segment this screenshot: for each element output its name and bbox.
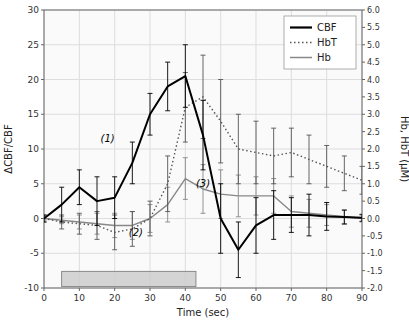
- y2-tick-label: 1.0: [367, 180, 380, 189]
- x-tick-label: 40: [180, 293, 192, 303]
- plot-frame: [44, 10, 362, 288]
- y2-tick-label: 3.5: [367, 93, 380, 102]
- y-tick-label: 10: [28, 144, 40, 154]
- x-tick-label: 20: [109, 293, 121, 303]
- data-area: [44, 45, 362, 287]
- x-tick-label: 10: [74, 293, 86, 303]
- y2-tick-label: 5.5: [367, 23, 380, 32]
- y2-tick-label: 2.5: [367, 128, 380, 137]
- y2-axis-label: Hb, HbT (μM): [399, 116, 409, 182]
- error-bar: [236, 114, 241, 184]
- series-line: [44, 179, 362, 226]
- y2-tick-label: 0.5: [367, 197, 380, 206]
- y-tick-label: -5: [30, 248, 39, 258]
- y2-tick-label: -2.0: [367, 284, 383, 293]
- legend-frame: [284, 16, 356, 69]
- grid-line-y: [44, 253, 362, 254]
- legend-swatch: [290, 26, 312, 28]
- plot-background: [44, 10, 362, 288]
- y2-tick-label: 4.5: [367, 58, 380, 67]
- x-axis-label: Time (sec): [176, 307, 229, 318]
- y2-tick-label: 5.0: [367, 41, 380, 50]
- y-tick-label: 5: [33, 179, 39, 189]
- y2-tick-label: 3.0: [367, 110, 380, 119]
- y2-tick-label: -0.5: [367, 232, 383, 241]
- chart-svg: 0 10 20 30 40 50 60 70 80 90 -10 -5 0 5 10 15 20 25 30 -2.0…: [0, 0, 409, 322]
- x-tick-label: 70: [286, 293, 298, 303]
- x-tick-label: 80: [321, 293, 333, 303]
- error-bar: [218, 80, 223, 163]
- y2-tick-label: 0.0: [367, 215, 380, 224]
- y2-tick-label: -1.5: [367, 267, 383, 276]
- y-tick-label: -10: [24, 283, 39, 293]
- x-tick-label: 0: [41, 293, 47, 303]
- error-bar: [271, 128, 276, 184]
- series-hbt: [44, 55, 362, 250]
- axes: 0 10 20 30 40 50 60 70 80 90 -10 -5 0 5 10 15 20 25 30 -2.0…: [24, 5, 382, 303]
- annotation: (2): [129, 227, 143, 238]
- x-tick-label: 90: [356, 293, 368, 303]
- y2-tick-label: 2.0: [367, 145, 380, 154]
- legend-swatch: [290, 42, 312, 44]
- series-line: [44, 76, 362, 250]
- grid-line-y: [44, 218, 362, 219]
- legend-label: CBF: [317, 22, 337, 33]
- legend-swatch: [290, 57, 312, 59]
- series-line: [44, 97, 362, 233]
- error-bar: [324, 146, 329, 188]
- x-tick-label: 50: [215, 293, 227, 303]
- y-tick-label: 30: [28, 5, 40, 15]
- annotation: (1): [101, 133, 115, 144]
- y2-tick-label: 1.5: [367, 162, 380, 171]
- x-tick-label: 30: [144, 293, 156, 303]
- annotation: (3): [196, 178, 210, 189]
- error-bar: [148, 201, 153, 236]
- y-tick-label: 0: [33, 214, 39, 224]
- y-tick-label: 20: [28, 75, 40, 85]
- y-axis-label: ΔCBF/CBF: [3, 124, 14, 174]
- legend: CBF HbT Hb: [284, 16, 356, 69]
- y2-tick-label: 4.0: [367, 76, 380, 85]
- x-tick-label: 60: [250, 293, 262, 303]
- shaded-region: [62, 271, 196, 286]
- y-tick-label: 15: [28, 109, 39, 119]
- grid: [44, 10, 362, 288]
- legend-label: HbT: [317, 37, 338, 48]
- y-tick-label: 25: [28, 40, 39, 50]
- y2-tick-label: 6.0: [367, 6, 380, 15]
- series-cbf: [44, 45, 362, 278]
- error-bar: [165, 156, 170, 212]
- legend-label: Hb: [317, 52, 331, 63]
- y2-tick-label: -1.0: [367, 249, 383, 258]
